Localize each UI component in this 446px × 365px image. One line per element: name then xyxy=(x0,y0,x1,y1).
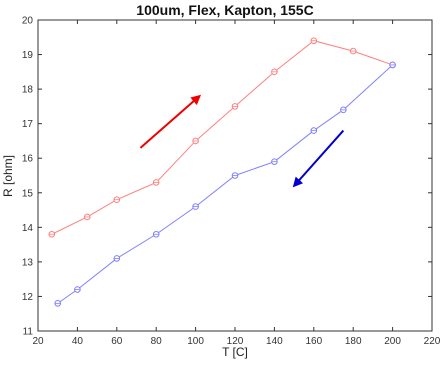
x-tick-label: 60 xyxy=(111,336,123,347)
y-tick-label: 14 xyxy=(22,223,34,234)
annotation-arrow-1 xyxy=(292,129,345,188)
x-axis-label: T [C] xyxy=(222,345,248,359)
series-layer xyxy=(48,37,396,307)
annotation-arrow-0 xyxy=(139,94,202,149)
y-tick-label: 19 xyxy=(22,50,34,61)
y-tick-label: 12 xyxy=(22,292,34,303)
y-axis-label: R [ohm] xyxy=(1,155,15,197)
y-tick-label: 17 xyxy=(22,119,34,130)
x-tick-label: 140 xyxy=(266,336,283,347)
y-tick-label: 18 xyxy=(22,85,34,96)
annotation-layer xyxy=(139,94,345,188)
y-tick-label: 16 xyxy=(22,154,34,165)
x-tick-label: 200 xyxy=(384,336,401,347)
axes-layer: 20 40 60 80 100 120 140 160 180 200 220 11 12 13 14 15 1… xyxy=(22,16,441,348)
x-tick-label: 100 xyxy=(187,336,204,347)
y-tick-label: 13 xyxy=(22,257,34,268)
x-tick-label: 20 xyxy=(32,336,44,347)
x-tick-label: 120 xyxy=(227,336,244,347)
series-1 xyxy=(54,61,396,307)
x-tick-label: 40 xyxy=(72,336,84,347)
x-tick-label: 160 xyxy=(305,336,322,347)
series-line xyxy=(57,64,393,304)
x-tick-label: 80 xyxy=(151,336,163,347)
chart-title: 100um, Flex, Kapton, 155C xyxy=(136,2,313,18)
y-tick-label: 11 xyxy=(23,327,34,338)
series-0 xyxy=(48,37,396,238)
y-tick-label: 20 xyxy=(22,16,34,27)
x-tick-label: 220 xyxy=(424,336,441,347)
series-line xyxy=(51,40,393,235)
y-tick-label: 15 xyxy=(22,188,34,199)
x-tick-label: 180 xyxy=(345,336,362,347)
